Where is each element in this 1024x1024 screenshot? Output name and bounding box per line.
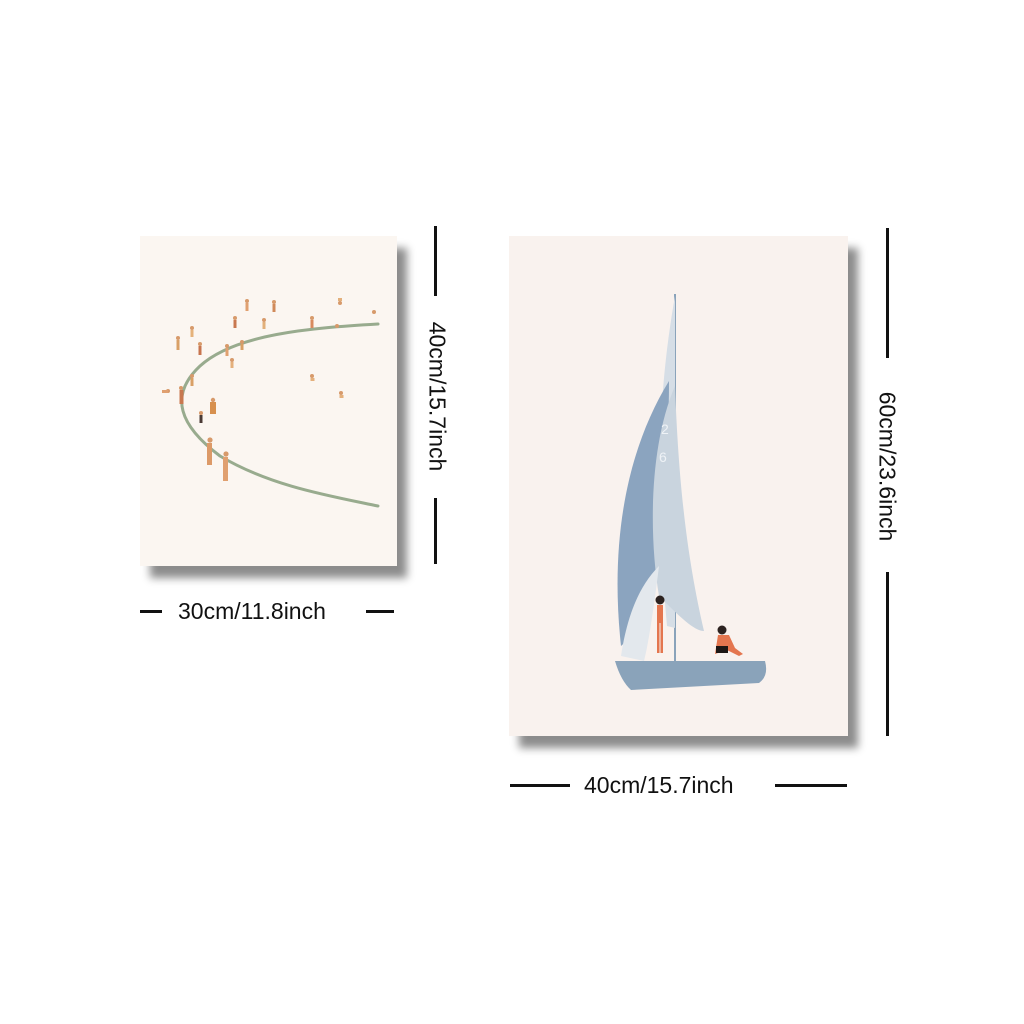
right-height-label: 60cm/23.6inch bbox=[874, 391, 901, 542]
person-figure bbox=[225, 344, 229, 356]
standing-person bbox=[655, 595, 665, 653]
person-figure bbox=[230, 358, 234, 368]
person-figure bbox=[338, 298, 342, 305]
person-figure bbox=[310, 316, 314, 328]
person-figure bbox=[207, 437, 213, 465]
poster-large-sailboat: 2 6 bbox=[509, 236, 848, 736]
sail-number-bottom: 6 bbox=[659, 449, 667, 465]
person-figure bbox=[262, 318, 266, 329]
back-sail bbox=[652, 386, 704, 631]
poster-small-beach bbox=[140, 236, 397, 566]
right-width-line-left bbox=[510, 784, 570, 787]
person-figure bbox=[190, 374, 194, 386]
lower-sail bbox=[621, 566, 659, 661]
beach-illustration bbox=[162, 298, 380, 508]
person-figure bbox=[199, 411, 203, 423]
person-figure bbox=[335, 324, 339, 328]
person-figure bbox=[310, 374, 315, 381]
person-figure bbox=[190, 326, 194, 337]
shoreline-curve bbox=[180, 322, 380, 508]
left-width-line-right bbox=[366, 610, 394, 613]
right-width-line-right bbox=[775, 784, 847, 787]
sail-number-top: 2 bbox=[661, 421, 669, 437]
left-height-line-bottom bbox=[434, 498, 437, 564]
person-figure bbox=[162, 389, 170, 393]
person-figure bbox=[272, 300, 276, 312]
person-figure bbox=[245, 299, 249, 311]
person-figure bbox=[210, 397, 216, 414]
person-figure bbox=[372, 310, 376, 314]
sailboat-illustration: 2 6 bbox=[615, 294, 767, 690]
person-figure bbox=[176, 336, 180, 350]
person-figure bbox=[339, 391, 344, 398]
seated-person bbox=[715, 625, 743, 656]
person-figure bbox=[198, 342, 202, 355]
boat-hull bbox=[615, 661, 767, 690]
left-width-label: 30cm/11.8inch bbox=[178, 598, 326, 624]
right-width-label: 40cm/15.7inch bbox=[584, 772, 734, 798]
person-figure bbox=[233, 316, 237, 328]
person-figure bbox=[240, 340, 244, 350]
person-figure bbox=[223, 451, 229, 481]
person-figure bbox=[179, 386, 184, 404]
right-height-line-bottom bbox=[886, 572, 889, 736]
left-height-line-top bbox=[434, 226, 437, 296]
beach-people bbox=[162, 298, 376, 481]
right-height-line-top bbox=[886, 228, 889, 358]
left-height-label: 40cm/15.7inch bbox=[424, 321, 451, 472]
left-width-line-left bbox=[140, 610, 162, 613]
jib-sail bbox=[617, 381, 669, 646]
